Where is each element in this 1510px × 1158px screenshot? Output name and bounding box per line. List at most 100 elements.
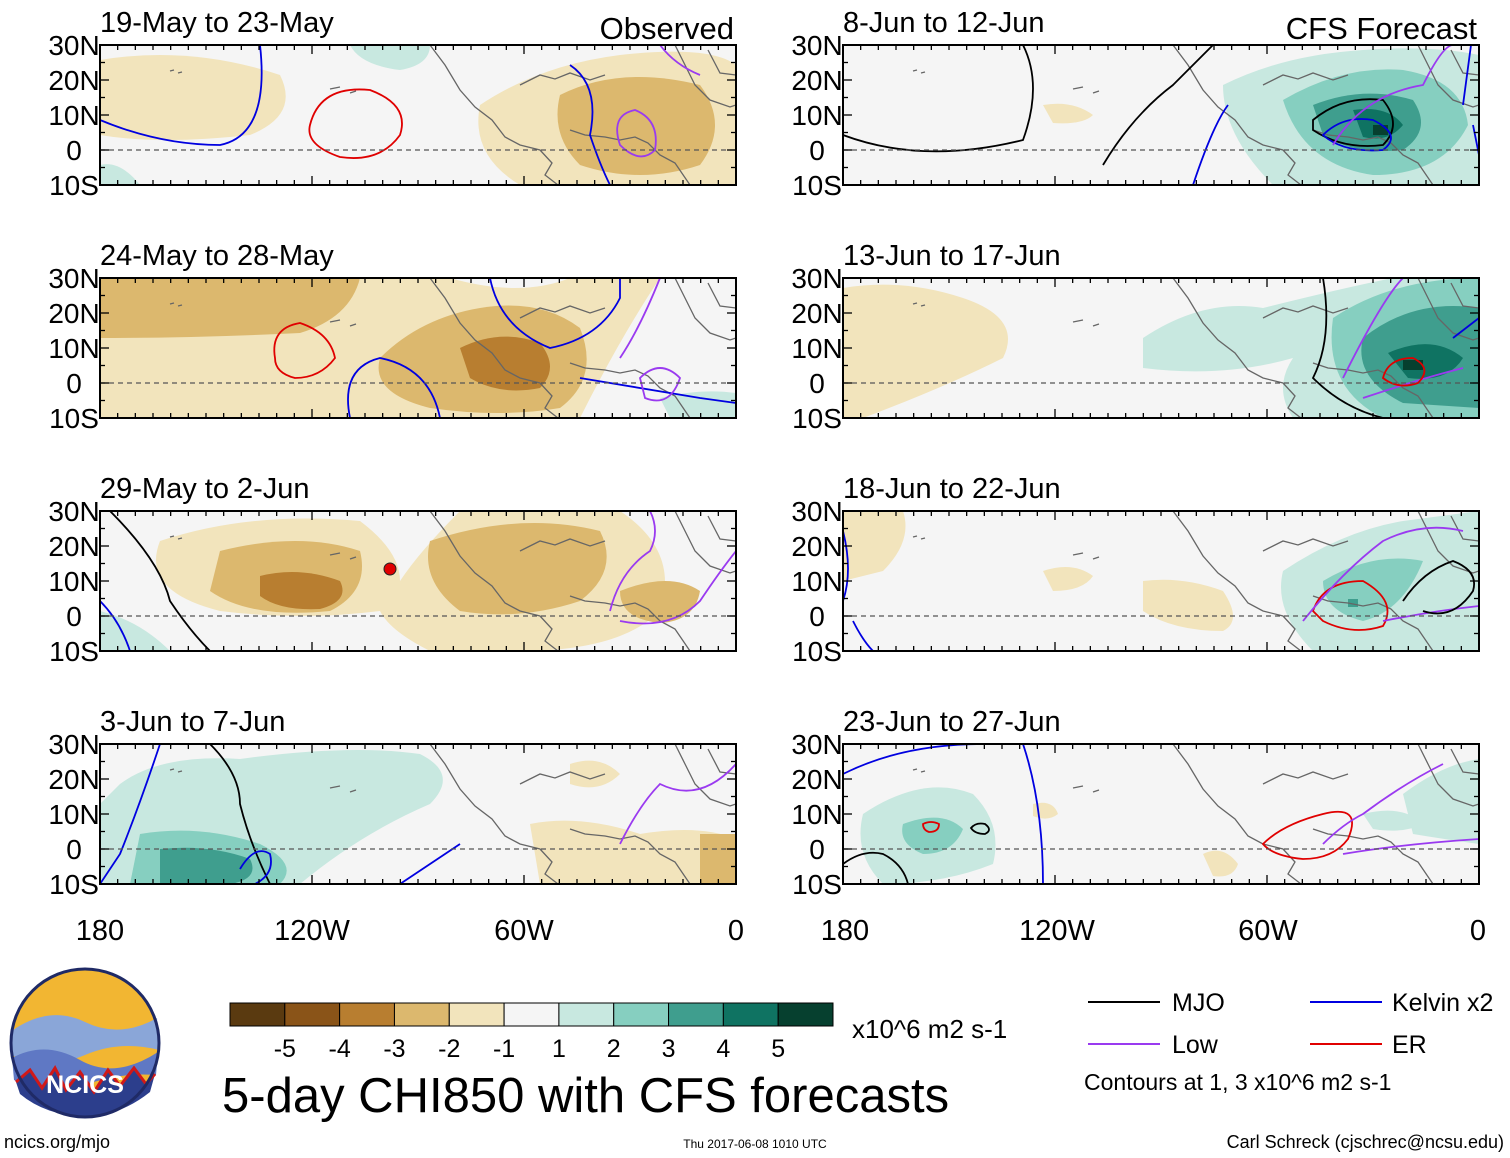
chi-anomaly-region [902, 817, 963, 854]
coastline [1262, 305, 1349, 319]
colorbar-tick-label: 3 [662, 1035, 676, 1063]
colorbar-swatch [339, 1002, 395, 1027]
contour-line [1332, 45, 1454, 146]
coastline [1312, 595, 1434, 651]
x-tick-label: 0 [728, 915, 744, 947]
colorbar-swatch [393, 1002, 450, 1027]
chi-anomaly-region [460, 336, 550, 391]
map-panel: 30N 20N 10N 0 10S 3-Jun to 7-Jun [48, 706, 737, 900]
coastline [707, 515, 736, 542]
x-tick-label: 0 [1470, 915, 1486, 947]
y-tick-label: 10N [791, 100, 842, 131]
contour-line [969, 822, 990, 835]
map-panel: 30N 20N 10N 0 10S 18-Jun to 22-Jun [791, 473, 1480, 667]
y-tick-label: 10S [49, 636, 99, 667]
contour-line [399, 843, 461, 884]
legend-label-er: ER [1392, 1031, 1427, 1059]
chi-anomaly-region [843, 511, 906, 581]
y-tick-label: 10S [49, 869, 99, 900]
map-panel: 30N 20N 10N 0 10S 19-May to 23-May Observed [48, 7, 737, 201]
chi-anomaly-region [220, 790, 270, 818]
contour-line [1402, 560, 1475, 615]
contour-line [273, 322, 336, 379]
coastline [169, 768, 357, 793]
map-panel: 30N 20N 10N 0 10S 8-Jun to 12-Jun CFS Forecast [791, 7, 1480, 201]
coastline [569, 595, 691, 651]
contour-line [843, 530, 849, 602]
contour-line [1312, 98, 1394, 147]
coastline [1172, 744, 1302, 884]
panel-period-title: 18-Jun to 22-Jun [843, 473, 1061, 505]
colorbar-tick-label: 5 [771, 1035, 785, 1063]
coastline [1450, 748, 1479, 775]
coastline [707, 282, 736, 309]
map-field [843, 511, 1479, 651]
map-field [100, 744, 736, 884]
footer-credit: Carl Schreck (cjschrec@ncsu.edu) [1227, 1132, 1504, 1152]
chi-anomaly-region [530, 820, 736, 884]
contour-line [239, 850, 272, 884]
contour-line [1022, 744, 1044, 884]
y-tick-label: 10S [792, 869, 842, 900]
chi-anomaly-region [1388, 344, 1463, 379]
contour-line [843, 851, 909, 884]
y-tick-label: 30N [48, 729, 99, 760]
colorbar-swatch [284, 1002, 341, 1027]
y-tick-label: 30N [791, 496, 842, 527]
coastline [1262, 771, 1349, 785]
y-tick-label: 0 [809, 135, 825, 166]
y-tick-label: 0 [809, 368, 825, 399]
y-tick-label: 10N [48, 799, 99, 830]
legend-label-mjo: MJO [1172, 989, 1225, 1017]
coastline [1312, 129, 1434, 185]
coastline [569, 129, 691, 185]
y-tick-label: 30N [791, 729, 842, 760]
contour-line [619, 278, 661, 359]
contour-note: Contours at 1, 3 x10^6 m2 s-1 [1084, 1069, 1391, 1095]
contour-line [852, 620, 874, 651]
contour-line [1102, 45, 1214, 166]
chi-anomaly-region [1203, 850, 1238, 877]
y-tick-label: 10S [792, 170, 842, 201]
chi-anomaly-region [1373, 125, 1388, 135]
coastline [912, 69, 1100, 94]
y-tick-label: 0 [66, 601, 82, 632]
colorbar-swatch [613, 1002, 670, 1027]
colorbar-unit: x10^6 m2 s-1 [852, 1014, 1007, 1044]
contour-line [579, 377, 736, 404]
coastline [519, 72, 606, 86]
y-tick-label: 0 [66, 135, 82, 166]
map-panel: 30N 20N 10N 0 10S 13-Jun to 17-Jun [791, 240, 1480, 434]
x-tick-label: 180 [76, 915, 124, 947]
y-tick-label: 30N [48, 30, 99, 61]
chi-anomaly-region [843, 284, 1008, 418]
map-panel: 30N 20N 10N 0 10S 23-Jun to 27-Jun [791, 706, 1480, 900]
colorbar-swatch [229, 1002, 286, 1027]
chi-anomaly-region [1403, 759, 1479, 844]
legend-label-kelvin: Kelvin x2 [1392, 989, 1493, 1017]
map-field [843, 45, 1479, 185]
colorbar-tick-label: 1 [552, 1035, 566, 1063]
contour-line [619, 763, 736, 845]
coastline [429, 45, 559, 185]
chi-anomaly-region [1363, 810, 1423, 831]
chi-anomaly-region [700, 834, 736, 884]
y-tick-label: 0 [66, 368, 82, 399]
coastline [707, 748, 736, 775]
panel-period-title: 8-Jun to 12-Jun [843, 7, 1045, 39]
contour-line [1322, 763, 1444, 845]
contour-line [489, 278, 621, 349]
coastline [912, 768, 1100, 793]
map-panel: 30N 20N 10N 0 10S 29-May to 2-Jun [48, 473, 737, 667]
coastline [1417, 45, 1479, 108]
chi-anomaly-region [160, 847, 253, 884]
chi-anomaly-region [260, 572, 343, 610]
y-tick-label: 10S [49, 170, 99, 201]
y-tick-label: 20N [48, 65, 99, 96]
chi-anomaly-region [100, 55, 286, 140]
colorbar-swatch [448, 1002, 505, 1027]
colorbar-tick-label: -4 [329, 1035, 351, 1063]
coastline [429, 278, 559, 418]
coastline [707, 49, 736, 76]
colorbar-swatch [722, 1002, 779, 1027]
